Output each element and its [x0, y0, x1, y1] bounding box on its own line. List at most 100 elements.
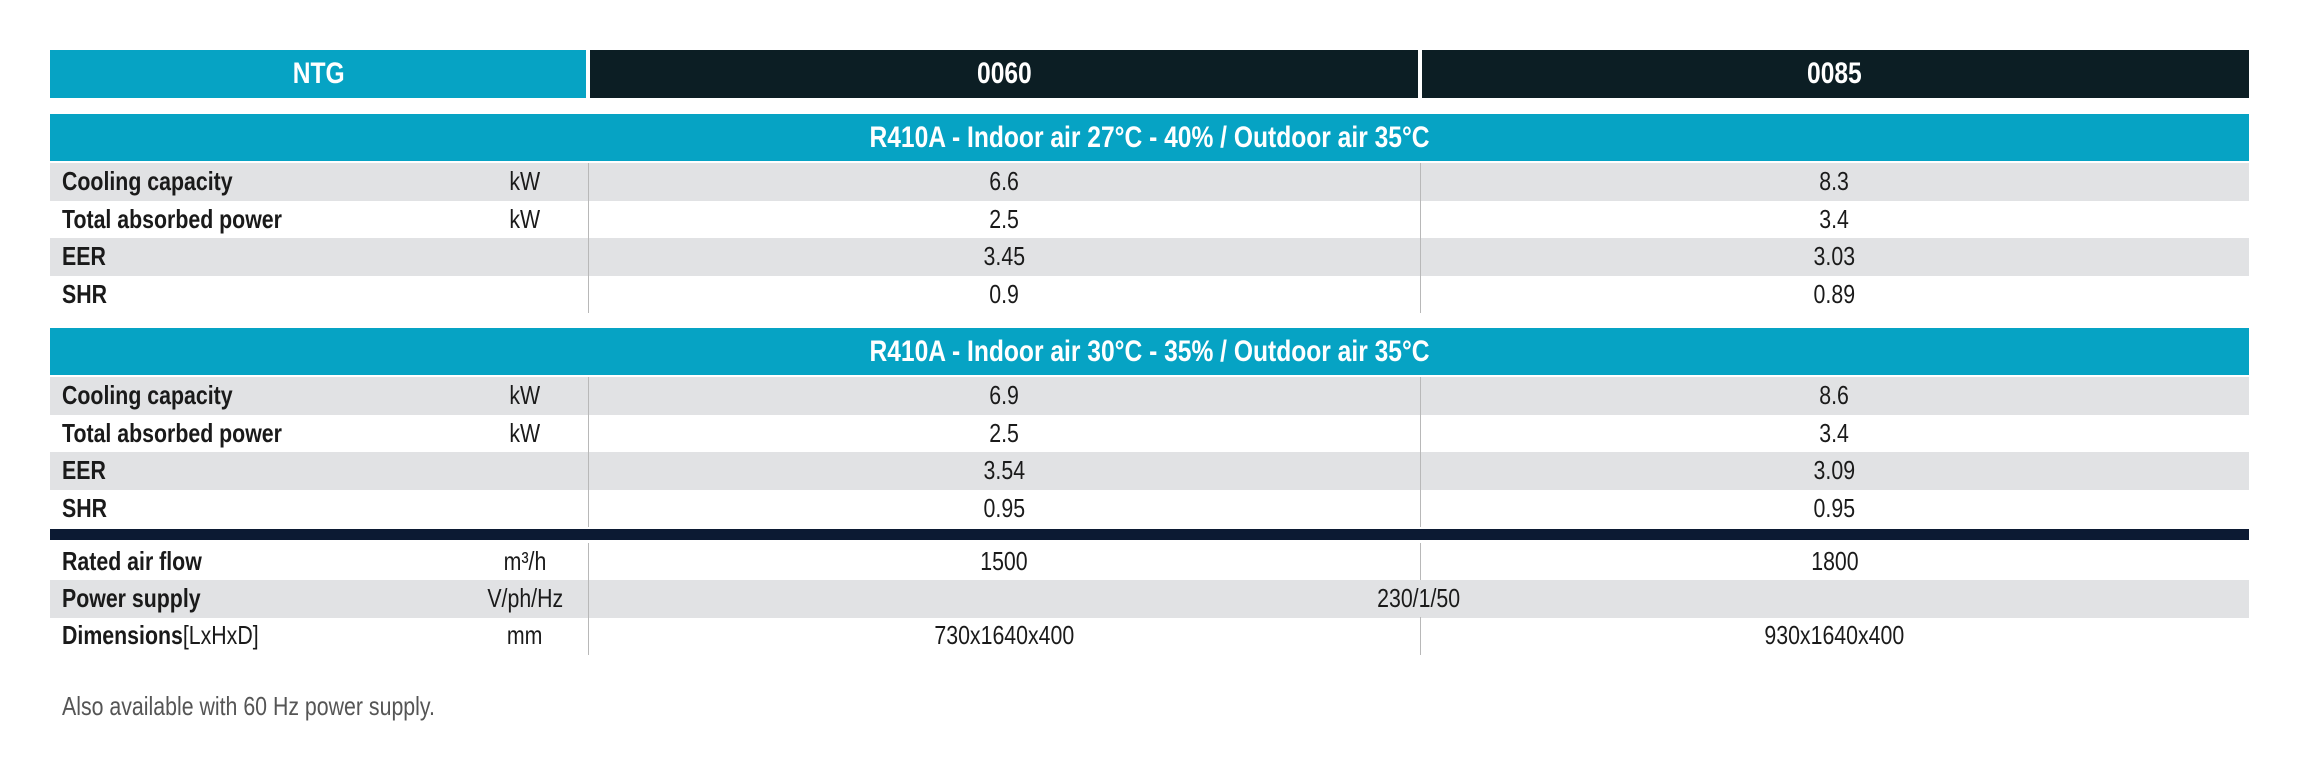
row-label-text: Rated air flow [62, 546, 202, 577]
row-unit-text: kW [510, 204, 541, 235]
row-label-part: Total absorbed power [62, 203, 282, 234]
col-divider [588, 275, 589, 313]
row-value: 230/1/50 [588, 580, 2249, 618]
row-value-part: 3.54 [983, 455, 1025, 486]
row-value: 8.6 [1420, 377, 2249, 415]
row-value-part: 3.03 [1813, 241, 1856, 272]
row-label-text: Total absorbed power [62, 204, 282, 235]
row-label-text: SHR [62, 493, 107, 524]
row-unit: kW [460, 377, 590, 415]
row-value: 0.95 [588, 490, 1420, 528]
separator-bar [50, 529, 2249, 540]
col-divider [1420, 163, 1421, 201]
row-unit: kW [460, 163, 590, 201]
row-value-text: 0.95 [983, 493, 1024, 524]
row-value: 1800 [1420, 543, 2249, 581]
section-title: R410A - Indoor air 30°C - 35% / Outdoor … [50, 328, 2249, 375]
col-divider [1420, 377, 1421, 415]
row-value-text: 2.5 [989, 204, 1019, 235]
row-value-text: 2.5 [989, 418, 1019, 449]
row-unit-part: V/ph/Hz [487, 583, 563, 614]
row-value: 3.54 [588, 452, 1420, 490]
row-label: SHR [62, 490, 502, 528]
section-title-text: R410A - Indoor air 27°C - 40% / Outdoor … [869, 121, 1429, 155]
row-value: 3.4 [1420, 201, 2249, 239]
row-label-part: Power supply [62, 583, 201, 614]
row-value-text: 3.4 [1820, 204, 1850, 235]
row-bg [50, 238, 2249, 276]
row-unit-text: V/ph/Hz [487, 583, 563, 614]
row-bg [50, 452, 2249, 490]
row-value: 3.09 [1420, 452, 2249, 490]
footnote-part: Also available with 60 Hz power supply. [62, 690, 435, 721]
row-label-part: SHR [62, 278, 108, 309]
row-value: 2.5 [588, 415, 1420, 453]
row-label-text: EER [62, 241, 106, 272]
row-value: 730x1640x400 [588, 617, 1420, 655]
row-value: 3.45 [588, 238, 1420, 276]
section-title-text: R410A - Indoor air 30°C - 35% / Outdoor … [869, 335, 1429, 369]
footnote: Also available with 60 Hz power supply. [62, 688, 862, 724]
row-value-part: 8.3 [1819, 166, 1850, 197]
row-value-part: 1500 [980, 546, 1028, 577]
col-divider [588, 580, 589, 618]
col-divider [588, 377, 589, 415]
row-value: 930x1640x400 [1420, 617, 2249, 655]
header-text-text: NTG [293, 57, 345, 91]
row-value-part: 230/1/50 [1377, 583, 1460, 614]
row-value: 0.9 [588, 276, 1420, 314]
row-label-part: [LxHxD] [182, 620, 259, 651]
row-label-text: Cooling capacity [62, 166, 233, 197]
row-value-text: 8.6 [1820, 380, 1850, 411]
row-value-part: 6.6 [989, 166, 1019, 197]
row-value: 2.5 [588, 201, 1420, 239]
row-label-text: Power supply [62, 583, 201, 614]
col-divider [1420, 414, 1421, 452]
row-value-part: 0.9 [989, 278, 1019, 309]
header-text: 0085 [1420, 50, 2249, 98]
row-unit: kW [460, 415, 590, 453]
row-value-text: 0.89 [1814, 279, 1855, 310]
row-value-part: 730x1640x400 [934, 620, 1074, 651]
row-value: 8.3 [1420, 163, 2249, 201]
row-label-text: Total absorbed power [62, 418, 282, 449]
row-label-part: Cooling capacity [62, 380, 233, 411]
row-unit-part: kW [509, 203, 541, 234]
row-value-text: 0.95 [1814, 493, 1855, 524]
row-label: EER [62, 238, 502, 276]
row-label-text: SHR [62, 279, 107, 310]
row-label: Dimensions [LxHxD] [62, 617, 502, 655]
section-header [50, 114, 2249, 161]
row-value-text: 6.9 [989, 380, 1019, 411]
row-label-part: EER [62, 455, 106, 486]
row-value-text: 0.9 [989, 279, 1019, 310]
row-value: 1500 [588, 543, 1420, 581]
row-value-text: 6.6 [989, 166, 1019, 197]
row-value-text: 3.03 [1814, 241, 1855, 272]
row-unit: kW [460, 201, 590, 239]
row-label-part: SHR [62, 492, 108, 523]
col-divider [588, 452, 589, 490]
row-unit: m³/h [460, 543, 590, 581]
row-value-part: 0.95 [983, 492, 1025, 523]
section-title-part: R410A - Indoor air 27°C - 40% / Outdoor … [869, 120, 1430, 154]
row-label-part: Rated air flow [62, 546, 202, 577]
row-value-part: 3.09 [1813, 455, 1856, 486]
col-divider [1420, 238, 1421, 276]
row-label: SHR [62, 276, 502, 314]
row-label-text: Cooling capacity [62, 380, 233, 411]
row-value-text: 3.45 [983, 241, 1024, 272]
row-unit-text: m³/h [504, 546, 547, 577]
col-divider [1420, 489, 1421, 527]
row-value-text: 1500 [980, 546, 1027, 577]
header-text-text: 0060 [977, 57, 1032, 91]
col-divider [1420, 275, 1421, 313]
col-divider [588, 163, 589, 201]
section-title-part: R410A - Indoor air 30°C - 35% / Outdoor … [869, 334, 1430, 368]
header-text-part: 0060 [976, 57, 1032, 90]
row-unit-part: kW [509, 380, 541, 411]
row-unit-part: kW [509, 417, 541, 448]
row-value: 0.89 [1420, 276, 2249, 314]
row-value: 6.9 [588, 377, 1420, 415]
